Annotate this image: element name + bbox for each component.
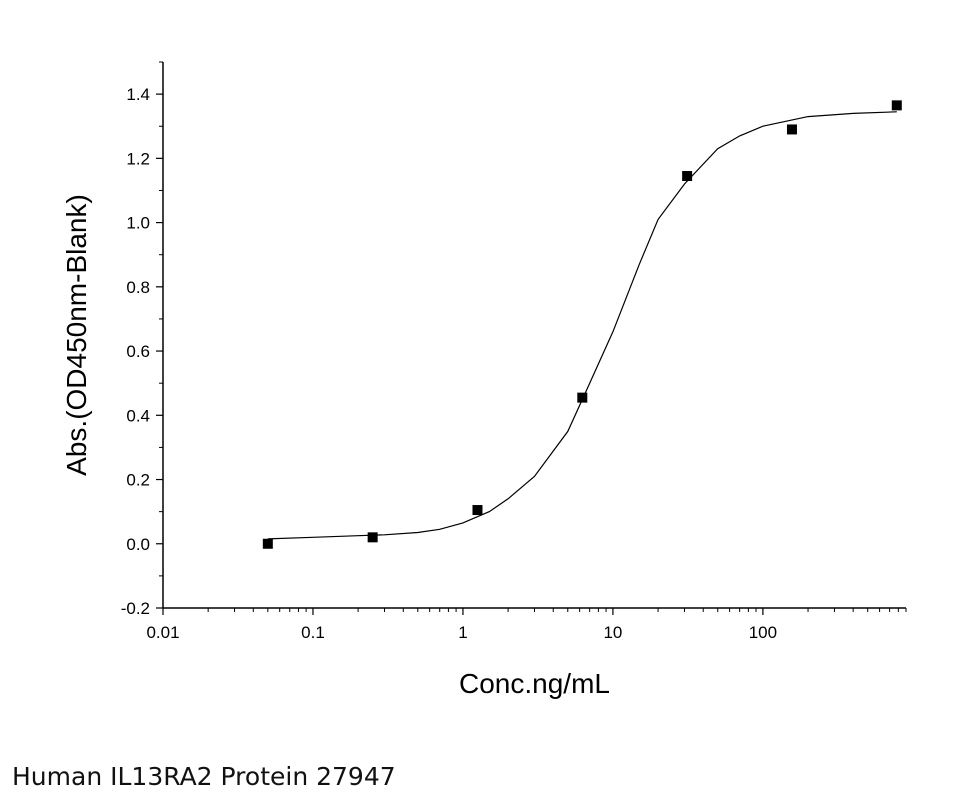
data-point [367, 532, 378, 543]
ticks: -0.2 0.0 0.2 0.4 0.6 0.8 1.0 1.2 1.4 0.01 0.1 1 10 10… [121, 61, 907, 642]
data-point [262, 538, 273, 549]
x-axis-title: Conc.ng/mL [459, 668, 610, 699]
y-tick-label: -0.2 [121, 599, 150, 618]
y-tick-label: 0.0 [126, 535, 150, 554]
data-points [262, 100, 902, 549]
y-tick-label: 1.0 [126, 214, 150, 233]
x-tick-label: 1 [458, 623, 467, 642]
x-tick-label: 10 [603, 623, 622, 642]
y-tick-label: 0.4 [126, 406, 150, 425]
x-tick-label: 0.1 [301, 623, 325, 642]
axes [162, 62, 906, 609]
y-axis-title: Abs.(OD450nm-Blank) [61, 194, 92, 476]
y-tick-label: 0.6 [126, 342, 150, 361]
y-tick-label: 1.4 [126, 85, 150, 104]
data-point [786, 124, 797, 135]
y-tick-label: 1.2 [126, 149, 150, 168]
data-point [472, 505, 483, 516]
data-point [577, 392, 588, 403]
chart: -0.2 0.0 0.2 0.4 0.6 0.8 1.0 1.2 1.4 0.01 0.1 1 10 10… [61, 61, 907, 699]
figure-caption: Human IL13RA2 Protein 27947 [12, 762, 396, 791]
y-tick-label: 0.8 [126, 278, 150, 297]
y-tick-label: 0.2 [126, 471, 150, 490]
x-tick-label: 100 [749, 623, 777, 642]
data-point [682, 171, 693, 182]
x-tick-label: 0.01 [146, 623, 179, 642]
data-point [891, 100, 902, 111]
fit-curve [267, 111, 897, 540]
